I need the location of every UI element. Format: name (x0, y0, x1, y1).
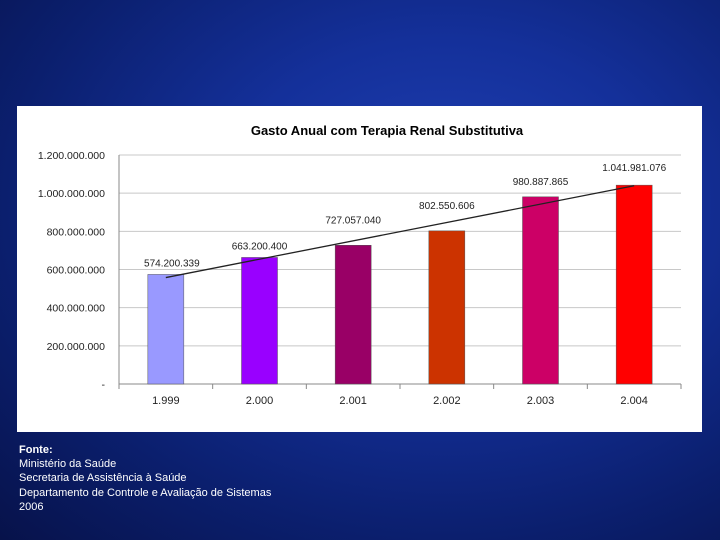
data-label: 574.200.339 (144, 258, 200, 269)
bar (522, 196, 559, 385)
y-tick-label: 1.200.000.000 (38, 150, 105, 162)
bar (615, 184, 653, 385)
source-line: Departamento de Controle e Avaliação de … (19, 486, 272, 499)
x-tick-label: 2.002 (433, 395, 461, 407)
x-tick-label: 2.001 (339, 395, 367, 407)
source-label: Fonte: (19, 444, 53, 456)
data-label: 1.041.981.076 (602, 163, 666, 174)
source-line: Ministério da Saúde (19, 458, 117, 471)
source-line: 2006 (19, 500, 44, 513)
y-tick-label: 200.000.000 (47, 341, 106, 353)
bar-chart: - 200.000.000 400.000.000 600.000.000 800.00… (38, 123, 682, 407)
x-tick-label: 2.003 (527, 395, 555, 407)
bar (334, 245, 372, 385)
chart-title: Gasto Anual com Terapia Renal Substituti… (251, 123, 524, 138)
x-tick-label: 2.000 (246, 395, 274, 407)
data-label: 727.057.040 (325, 215, 381, 226)
data-label: 980.887.865 (513, 177, 569, 188)
data-label: 663.200.400 (232, 241, 288, 252)
bar (241, 257, 278, 385)
trendline (165, 185, 635, 279)
source-note: Fonte: Ministério da Saúde Secretaria de… (19, 443, 271, 514)
x-tick-label: 2.004 (620, 395, 648, 407)
bar (147, 274, 185, 385)
bar (428, 230, 466, 385)
y-tick-label: 600.000.000 (47, 265, 106, 277)
y-tick-label: - (102, 379, 106, 391)
data-label: 802.550.606 (419, 201, 475, 212)
chart-panel: - 200.000.000 400.000.000 600.000.000 800.00… (17, 106, 702, 432)
y-tick-label: 1.000.000.000 (38, 188, 105, 200)
y-tick-label: 400.000.000 (47, 303, 106, 315)
source-line: Secretaria de Assistência à Saúde (19, 472, 187, 485)
x-tick-label: 1.999 (152, 395, 180, 407)
y-tick-label: 800.000.000 (47, 226, 106, 238)
